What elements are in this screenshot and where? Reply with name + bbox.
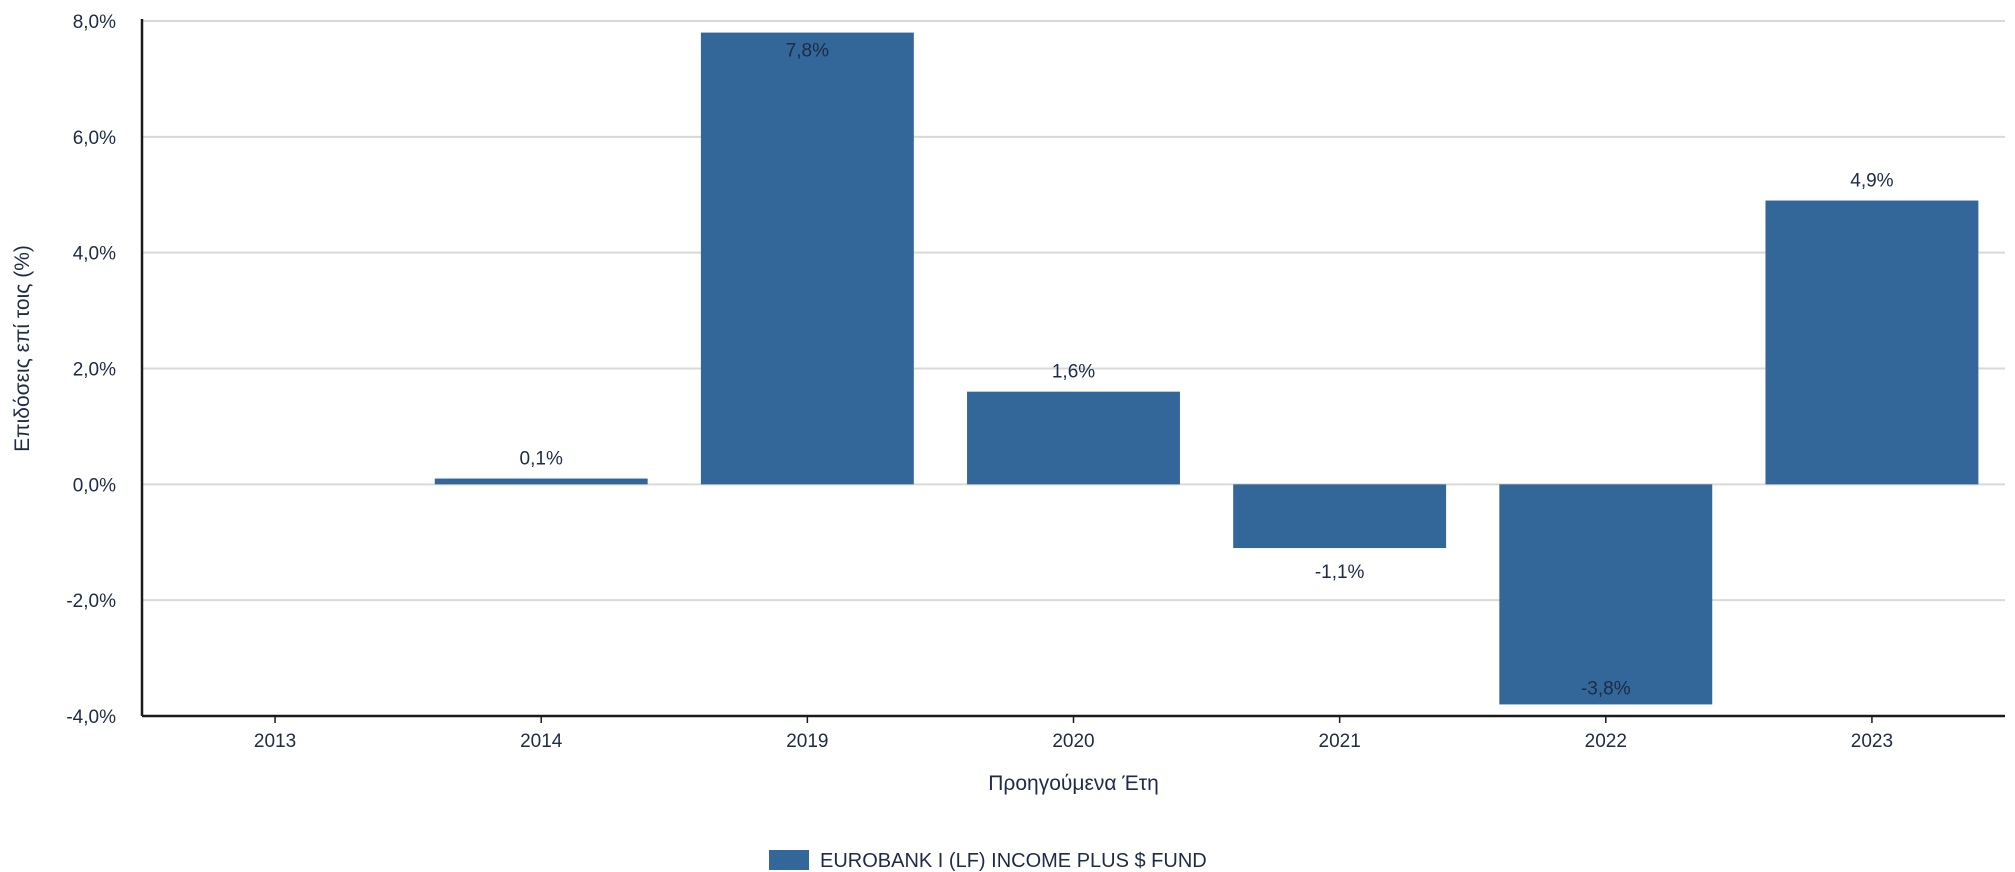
data-labels: 0,1% 7,8% 1,6% -1,1% -3,8% 4,9% <box>520 41 1894 700</box>
x-tick-label: 2021 <box>1319 731 1361 752</box>
x-tick-label: 2023 <box>1851 731 1893 752</box>
y-tick-label: 4,0% <box>73 244 116 265</box>
x-tick-label: 2014 <box>520 731 563 752</box>
bar-2014[interactable] <box>434 478 648 485</box>
bar-2019[interactable] <box>700 32 914 485</box>
y-tick-label: -4,0% <box>66 707 116 728</box>
data-label: 1,6% <box>1052 362 1095 383</box>
legend-label: EUROBANK I (LF) INCOME PLUS $ FUND <box>820 850 1207 872</box>
y-tick-labels: 8,0% 6,0% 4,0% 2,0% 0,0% -2,0% -4,0% <box>66 12 116 728</box>
data-label: -3,8% <box>1581 678 1631 699</box>
bar-2023[interactable] <box>1765 200 1979 485</box>
data-label: -1,1% <box>1315 562 1365 583</box>
legend-swatch <box>769 850 809 870</box>
bars <box>434 32 1979 705</box>
y-tick-label: 2,0% <box>73 360 116 381</box>
y-axis-title: Επιδόσεις επί τοις (%) <box>11 245 34 452</box>
y-tick-label: -2,0% <box>66 591 116 612</box>
y-tick-label: 0,0% <box>73 475 116 496</box>
bar-2021[interactable] <box>1233 484 1447 549</box>
x-tick-label: 2020 <box>1052 731 1094 752</box>
bar-2022[interactable] <box>1499 484 1713 705</box>
x-tick-labels: 2013 2014 2019 2020 2021 2022 2023 <box>254 716 1893 752</box>
y-tick-label: 6,0% <box>73 128 116 149</box>
legend[interactable]: EUROBANK I (LF) INCOME PLUS $ FUND <box>769 850 1207 872</box>
x-tick-label: 2013 <box>254 731 296 752</box>
bar-2020[interactable] <box>967 391 1180 485</box>
y-tick-label: 8,0% <box>73 12 116 33</box>
x-tick-label: 2022 <box>1585 731 1627 752</box>
data-label: 7,8% <box>786 41 829 62</box>
data-label: 0,1% <box>520 449 563 470</box>
x-axis-title: Προηγούμενα Έτη <box>988 772 1159 795</box>
x-tick-label: 2019 <box>786 731 828 752</box>
data-label: 4,9% <box>1850 171 1893 192</box>
